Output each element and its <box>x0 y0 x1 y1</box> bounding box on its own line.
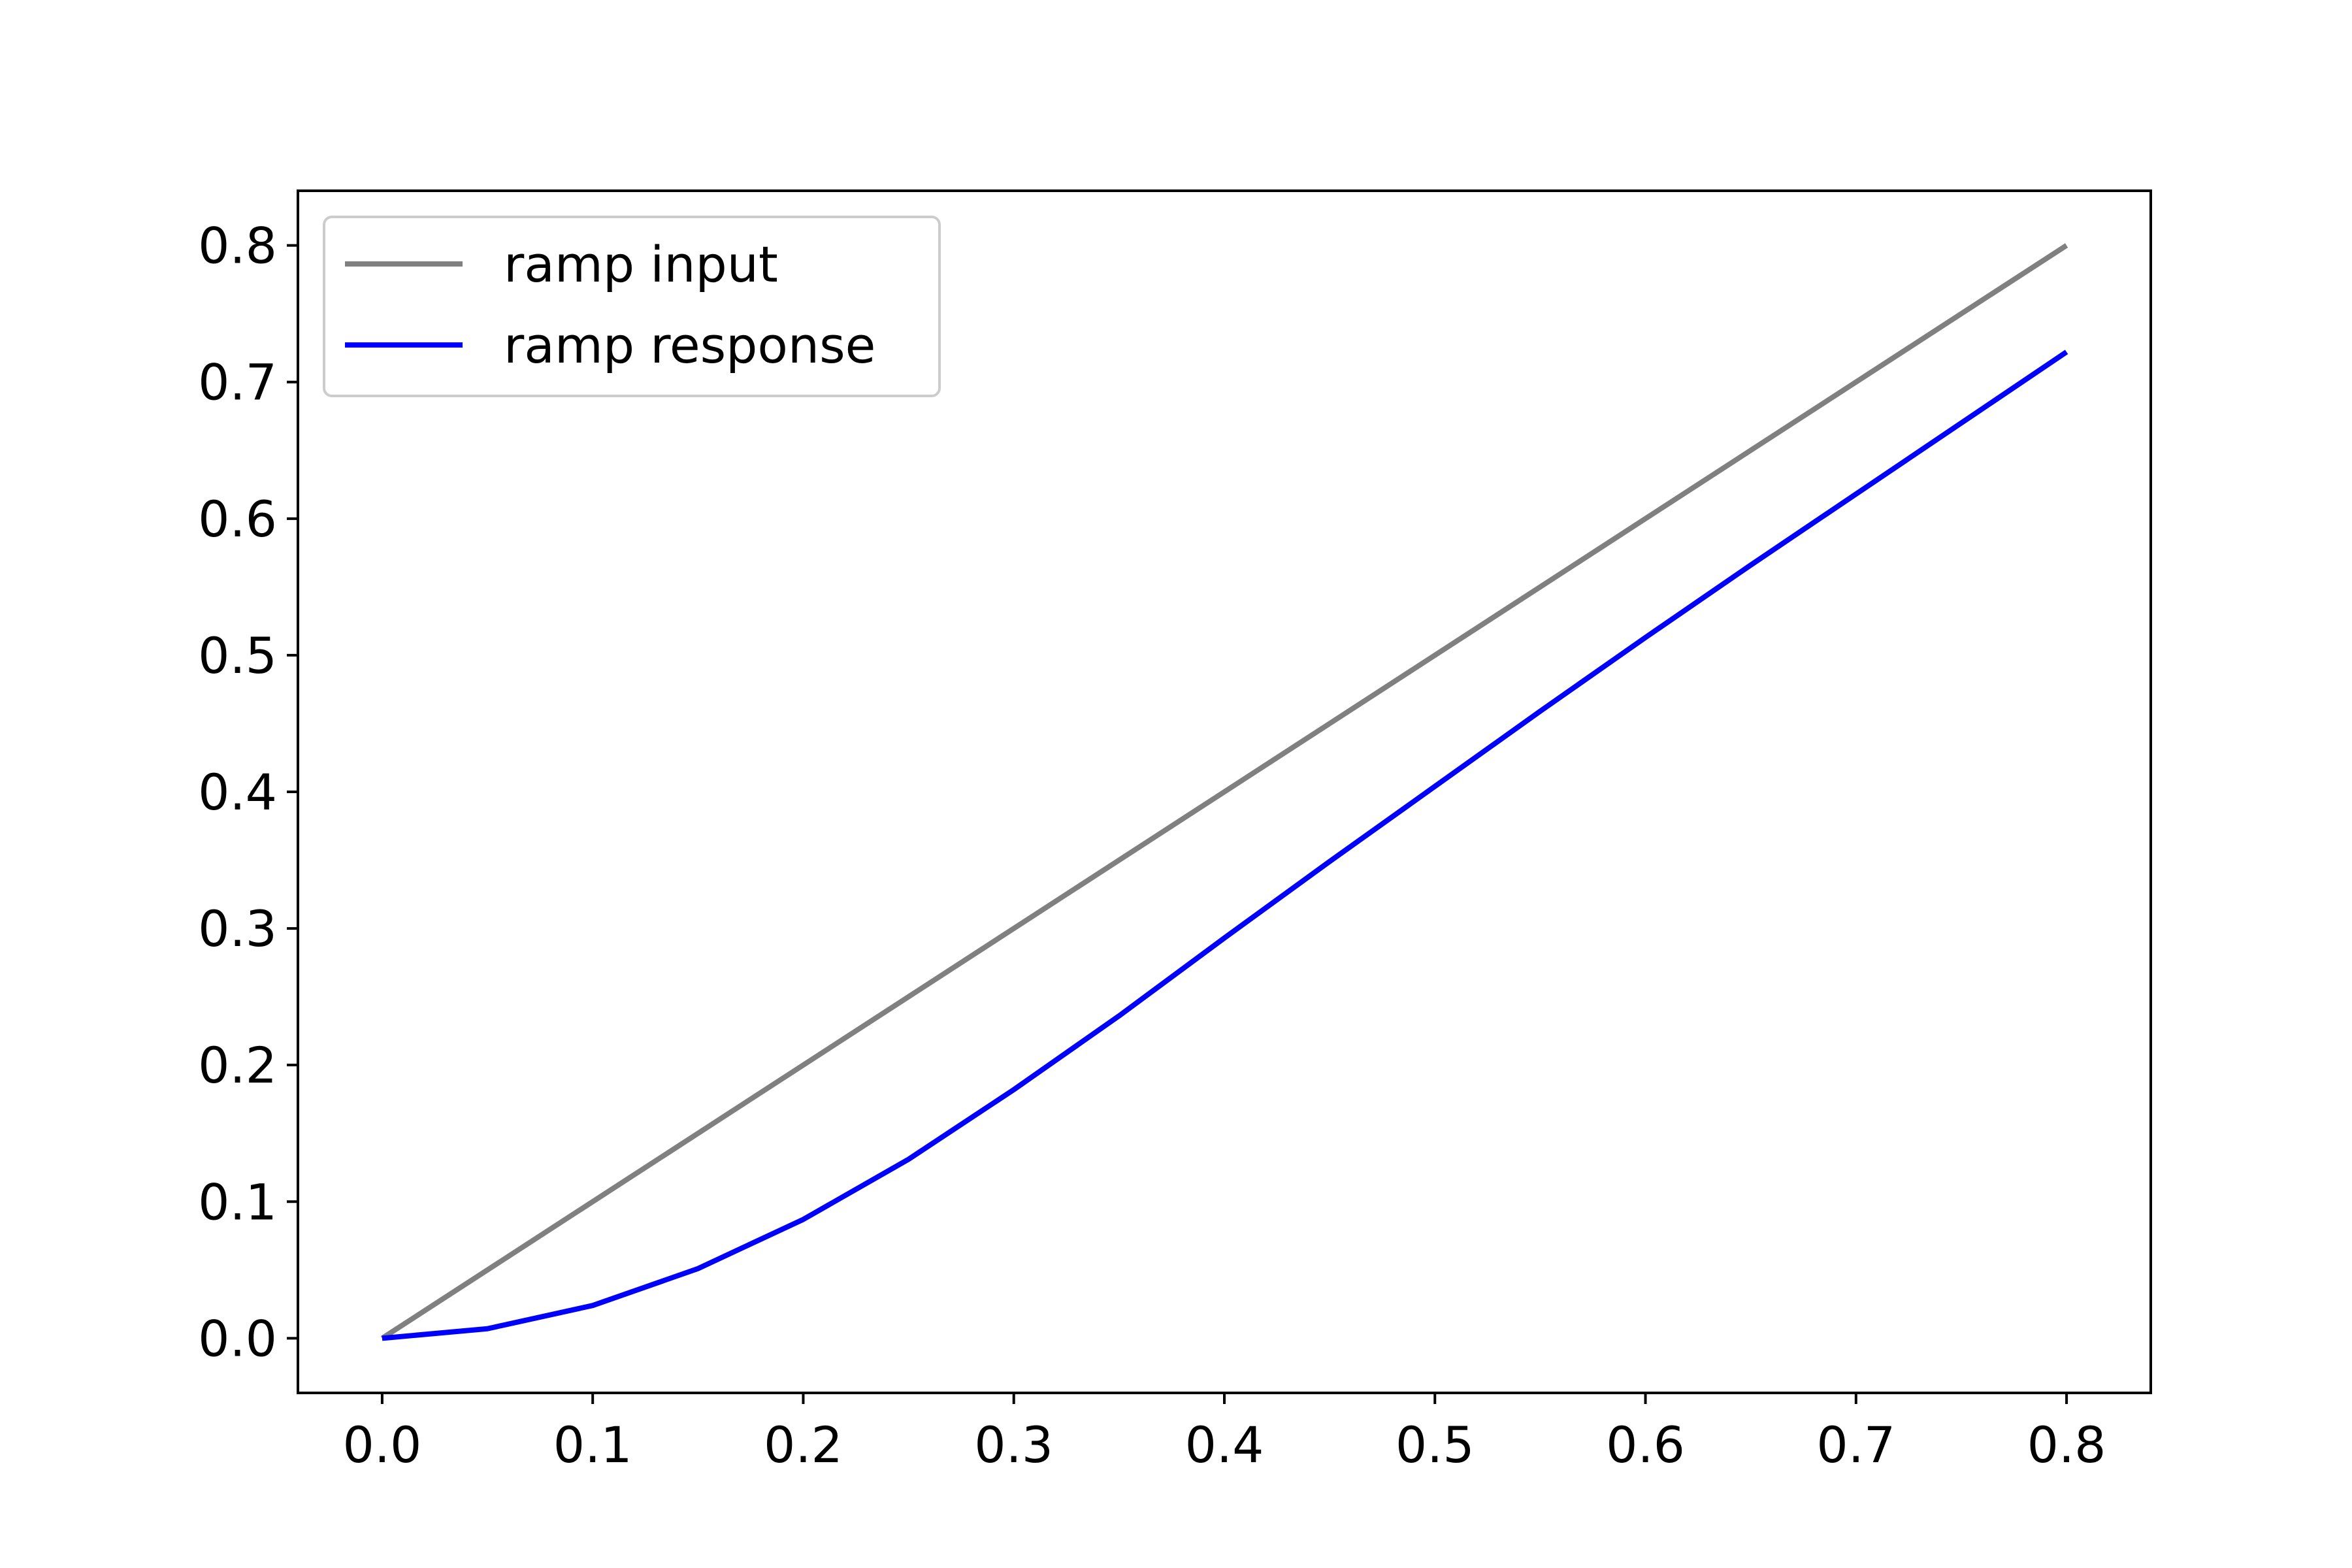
legend-label: ramp input <box>504 235 778 293</box>
x-tick-label: 0.1 <box>553 1416 632 1474</box>
y-tick-label: 0.7 <box>198 353 277 412</box>
y-tick-label: 0.6 <box>198 490 277 548</box>
x-tick-label: 0.8 <box>2027 1416 2106 1474</box>
x-tick-label: 0.2 <box>764 1416 843 1474</box>
legend-label: ramp response <box>504 316 875 374</box>
x-tick-label: 0.3 <box>974 1416 1053 1474</box>
x-tick-label: 0.4 <box>1185 1416 1264 1474</box>
y-tick-label: 0.0 <box>198 1309 277 1367</box>
y-tick-label: 0.3 <box>198 900 277 958</box>
x-tick-label: 0.0 <box>342 1416 421 1474</box>
y-tick-label: 0.1 <box>198 1173 277 1231</box>
x-tick-label: 0.7 <box>1816 1416 1895 1474</box>
y-tick-label: 0.5 <box>198 627 277 685</box>
y-tick-label: 0.4 <box>198 763 277 821</box>
x-tick-label: 0.6 <box>1606 1416 1685 1474</box>
y-tick-label: 0.2 <box>198 1036 277 1094</box>
legend: ramp input ramp response <box>324 217 939 396</box>
x-tick-label: 0.5 <box>1396 1416 1475 1474</box>
y-tick-label: 0.8 <box>198 217 277 275</box>
